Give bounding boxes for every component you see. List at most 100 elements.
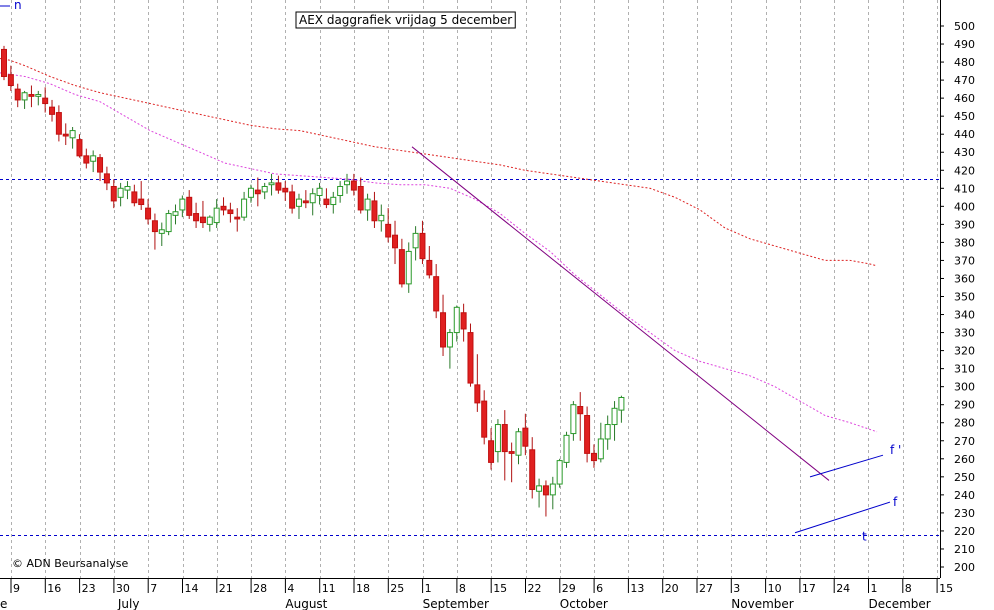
- candle-body: [289, 191, 296, 209]
- candle-body: [28, 94, 35, 97]
- candle-body: [556, 460, 563, 485]
- candle-body: [474, 384, 481, 404]
- candle-body: [76, 139, 83, 157]
- candle-body: [131, 191, 138, 204]
- candle-body: [213, 207, 220, 224]
- candle-body: [577, 406, 584, 415]
- candle-body: [419, 232, 426, 260]
- candle-body: [337, 185, 344, 197]
- candle-body: [83, 155, 90, 164]
- candle-body: [433, 276, 440, 312]
- candle-body: [392, 234, 399, 249]
- candle-body: [97, 157, 104, 173]
- month-label: August: [285, 597, 327, 610]
- candle-body: [199, 216, 206, 224]
- y-tick-label: 340: [954, 309, 975, 322]
- candle-body: [515, 431, 522, 456]
- candle-body: [227, 209, 234, 215]
- y-tick-label: 490: [954, 38, 975, 51]
- y-tick-label: 260: [954, 453, 975, 466]
- candle-body: [138, 198, 145, 206]
- y-tick-label: 200: [954, 561, 975, 574]
- x-tick-label: 15: [493, 582, 507, 595]
- candle-body: [179, 198, 186, 211]
- x-tick-label: 22: [528, 582, 542, 595]
- y-tick-label: 390: [954, 218, 975, 231]
- chart-title-text: AEX daggrafiek vrijdag 5 december: [299, 13, 512, 27]
- x-tick-label: 24: [836, 582, 850, 595]
- candle-body: [542, 485, 549, 496]
- x-tick-label: 9: [13, 582, 20, 595]
- candle-body: [323, 198, 330, 206]
- y-tick-label: 430: [954, 146, 975, 159]
- candle-body: [618, 396, 625, 411]
- month-label: September: [423, 597, 489, 610]
- y-tick-label: 400: [954, 200, 975, 213]
- x-tick-label: 8: [905, 582, 912, 595]
- candle-body: [1, 48, 7, 77]
- candle-body: [330, 196, 337, 206]
- candle-body: [234, 216, 241, 220]
- candle-body: [165, 213, 172, 233]
- candle-body: [488, 440, 495, 463]
- candle-body: [261, 185, 268, 193]
- candle-body: [316, 187, 323, 197]
- month-label-partial: e: [0, 597, 7, 610]
- candle-body: [344, 180, 350, 186]
- candle-body: [508, 451, 515, 454]
- y-tick-label: 410: [954, 182, 975, 195]
- x-tick-label: 10: [768, 582, 782, 595]
- y-tick-label: 370: [954, 254, 975, 267]
- labels: AEX daggrafiek vrijdag 5 december n f ' f t ©…: [0, 0, 901, 570]
- y-tick-label: 440: [954, 128, 975, 141]
- candle-body: [151, 220, 158, 233]
- candle-body: [412, 232, 419, 249]
- candle-body: [268, 182, 275, 186]
- candle-body: [302, 200, 309, 204]
- candle-body: [426, 259, 433, 276]
- candle-body: [254, 189, 261, 195]
- candle-body: [55, 112, 62, 135]
- candle-body: [563, 434, 570, 463]
- y-tick-label: 380: [954, 236, 975, 249]
- x-tick-label: 23: [82, 582, 96, 595]
- candle-body: [371, 200, 378, 222]
- y-tick-label: 210: [954, 543, 975, 556]
- candle-body: [295, 198, 302, 207]
- y-tick-label: 220: [954, 525, 975, 538]
- month-label: December: [869, 597, 931, 610]
- moving-average-short: [0, 72, 878, 433]
- candle-body: [186, 196, 193, 216]
- candle-body: [69, 130, 76, 139]
- x-tick-label: 16: [47, 582, 61, 595]
- y-tick-label: 250: [954, 471, 975, 484]
- y-tick-label: 280: [954, 417, 975, 430]
- y-tick-label: 230: [954, 507, 975, 520]
- candle-body: [110, 185, 117, 202]
- candle-body: [90, 155, 97, 162]
- candle-body: [584, 415, 591, 454]
- y-tick-label: 330: [954, 327, 975, 340]
- candle-body: [590, 452, 597, 462]
- candle-body: [597, 438, 604, 460]
- x-tick-label: 30: [116, 582, 130, 595]
- candle-body: [124, 185, 131, 191]
- x-tick-label: 1: [425, 582, 432, 595]
- candle-body: [309, 193, 316, 204]
- x-tick-label: 3: [733, 582, 740, 595]
- month-label: July: [117, 597, 140, 610]
- y-tick-label: 420: [954, 164, 975, 177]
- x-tick-label: 21: [219, 582, 233, 595]
- candle-body: [467, 332, 474, 384]
- x-tick-label: 20: [665, 582, 679, 595]
- candle-body: [117, 187, 124, 198]
- candle-body: [604, 424, 611, 440]
- moving-averages: [0, 58, 878, 433]
- y-tick-label: 470: [954, 74, 975, 87]
- candle-body: [282, 187, 289, 193]
- candle-body: [494, 424, 501, 453]
- candle-body: [446, 332, 453, 348]
- month-label: November: [731, 597, 793, 610]
- x-tick-label: 28: [253, 582, 267, 595]
